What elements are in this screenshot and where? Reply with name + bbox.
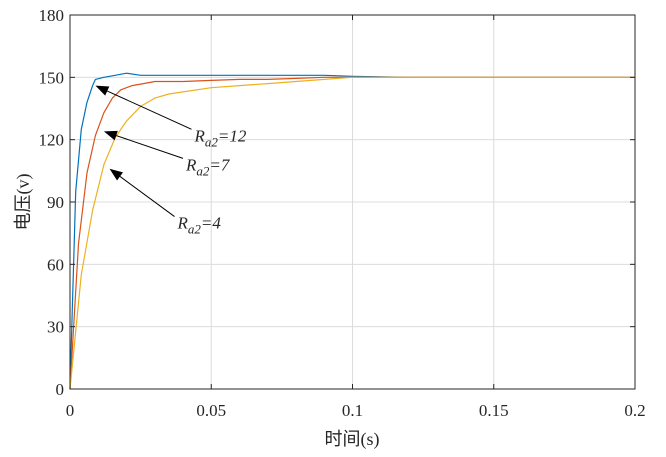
- x-axis-label: 时间(s): [325, 429, 380, 450]
- series-lines: [69, 72, 635, 390]
- annotation-arrow-line: [119, 176, 175, 217]
- y-tick-label: 180: [39, 6, 65, 25]
- annotation-1: Ra2=12: [95, 85, 247, 149]
- annotations: Ra2=12 Ra2=7 Ra2=4: [95, 85, 247, 237]
- annotation-label: Ra2=12: [193, 126, 246, 149]
- series-line-2: [69, 76, 635, 390]
- x-tick-label: 0.05: [196, 401, 226, 420]
- annotation-arrow-head: [109, 168, 123, 181]
- annotation-arrow-line: [107, 90, 192, 130]
- y-tick-label: 90: [47, 193, 64, 212]
- x-tick-label: 0: [66, 401, 75, 420]
- axis-ticks: 0 0.05 0.1 0.15 0.2 0 30 60 90 120 150 180: [39, 6, 646, 420]
- annotation-2: Ra2=7: [103, 130, 231, 178]
- y-tick-label: 150: [39, 68, 65, 87]
- series-line-1: [69, 72, 635, 390]
- y-axis-label: 电压(v): [13, 174, 34, 231]
- annotation-arrow-head: [95, 85, 110, 96]
- annotation-arrow-line: [116, 135, 184, 159]
- annotation-arrow-head: [103, 130, 118, 141]
- x-tick-label: 0.1: [342, 401, 363, 420]
- y-tick-label: 120: [39, 131, 65, 150]
- annotation-3: Ra2=4: [109, 168, 222, 237]
- series-line-3: [69, 76, 635, 390]
- annotation-label: Ra2=7: [185, 155, 231, 178]
- y-tick-label: 60: [47, 255, 64, 274]
- annotation-label: Ra2=4: [177, 214, 222, 237]
- x-tick-label: 0.15: [479, 401, 509, 420]
- y-tick-label: 30: [47, 318, 64, 337]
- x-tick-label: 0.2: [624, 401, 645, 420]
- y-tick-label: 0: [56, 380, 65, 399]
